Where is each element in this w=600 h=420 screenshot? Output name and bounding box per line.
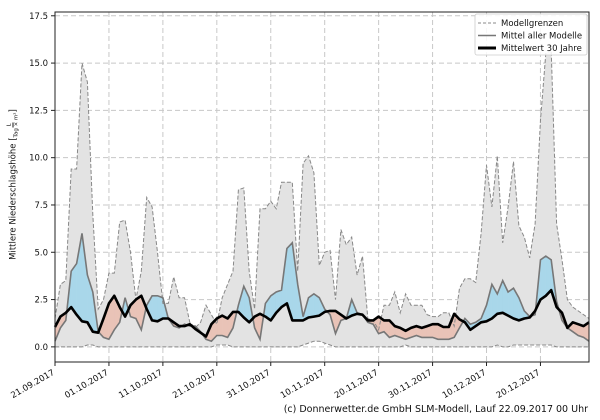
x-tick-label: 30.11.2017 bbox=[387, 368, 434, 401]
above-climate-area bbox=[507, 287, 514, 319]
climate-mean-line bbox=[53, 288, 590, 338]
x-tick-label: 20.12.2017 bbox=[495, 368, 542, 401]
plot-frame bbox=[54, 11, 590, 363]
y-tick-label: 0.0 bbox=[34, 343, 48, 353]
x-tick-label: 01.10.2017 bbox=[63, 368, 110, 401]
x-tick-label: 21.09.2017 bbox=[9, 368, 56, 401]
legend-mittel-aller-modelle-label: Mittel aller Modelle bbox=[501, 32, 582, 42]
copyright-footer: (c) Donnerwetter.de GmbH SLM-Modell, Lau… bbox=[283, 404, 588, 415]
y-axis-unit: L Tag × m² bbox=[6, 112, 20, 138]
below-climate-area bbox=[443, 326, 449, 340]
y-tick-label: 15.0 bbox=[29, 59, 48, 69]
x-tick-label: 11.10.2017 bbox=[117, 368, 164, 401]
model-mean-line bbox=[54, 233, 590, 343]
unit-numerator: L bbox=[6, 122, 14, 128]
y-axis-label: Mittlere Niederschlagshöhe [L Tag × m²] bbox=[6, 109, 20, 260]
x-tick-label: 21.10.2017 bbox=[171, 368, 218, 401]
x-tick-label: 10.11.2017 bbox=[279, 368, 326, 401]
legend: Modellgrenzen Mittel aller Modelle Mittelw… bbox=[474, 13, 588, 56]
y-tick-label: 2.5 bbox=[34, 296, 48, 306]
y-tick-label: 5.0 bbox=[34, 248, 48, 258]
y-tick-label: 17.5 bbox=[29, 12, 48, 22]
y-tick-label: 7.5 bbox=[34, 201, 48, 211]
x-tick-label: 10.12.2017 bbox=[441, 368, 488, 401]
legend-modellgrenzen-label: Modellgrenzen bbox=[501, 19, 563, 29]
x-tick-label: 31.10.2017 bbox=[225, 368, 272, 401]
legend-box bbox=[474, 13, 588, 56]
y-tick-label: 10.0 bbox=[29, 154, 48, 164]
x-tick-label: 20.11.2017 bbox=[333, 368, 380, 401]
y-axis-label-text: Mittlere Niederschlagshöhe bbox=[8, 143, 19, 260]
above-climate-area bbox=[540, 255, 547, 300]
legend-mittelwert-30-jahre-label: Mittelwert 30 Jahre bbox=[501, 44, 582, 54]
above-climate-area bbox=[151, 295, 158, 322]
unit-denominator: Tag × m² bbox=[13, 112, 20, 138]
model-upper-bound-line bbox=[54, 48, 590, 332]
y-tick-label: 12.5 bbox=[29, 106, 48, 116]
